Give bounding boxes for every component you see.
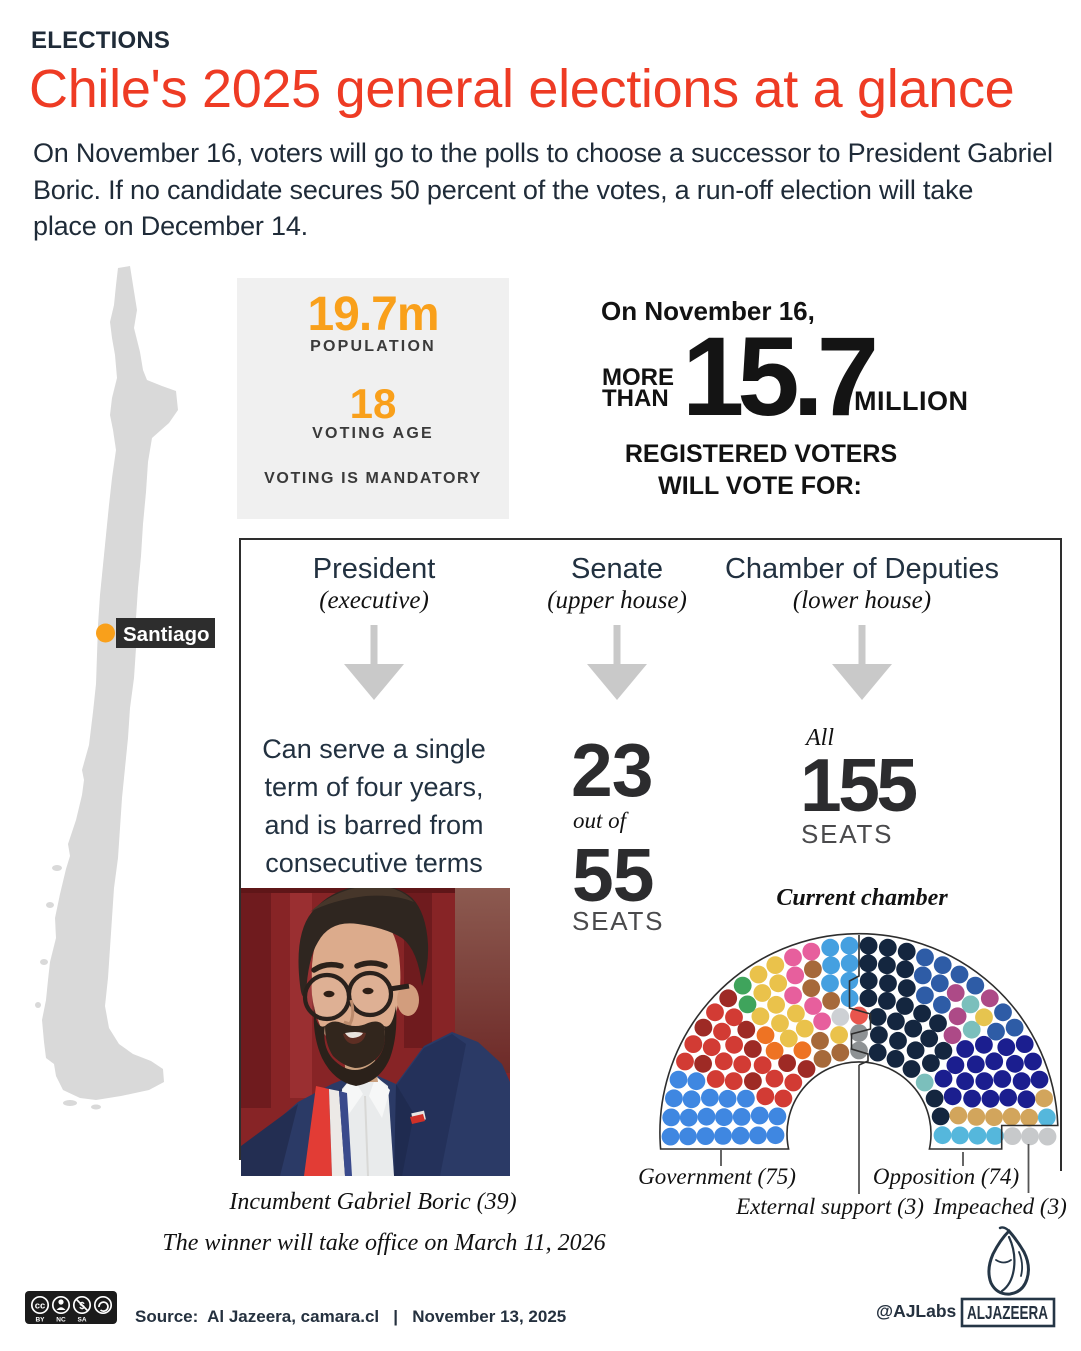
svg-text:BY: BY [35, 1317, 45, 1324]
svg-text:cc: cc [35, 1301, 46, 1312]
svg-text:SA: SA [77, 1317, 86, 1324]
svg-text:NC: NC [56, 1317, 66, 1324]
svg-text:$: $ [79, 1301, 85, 1312]
